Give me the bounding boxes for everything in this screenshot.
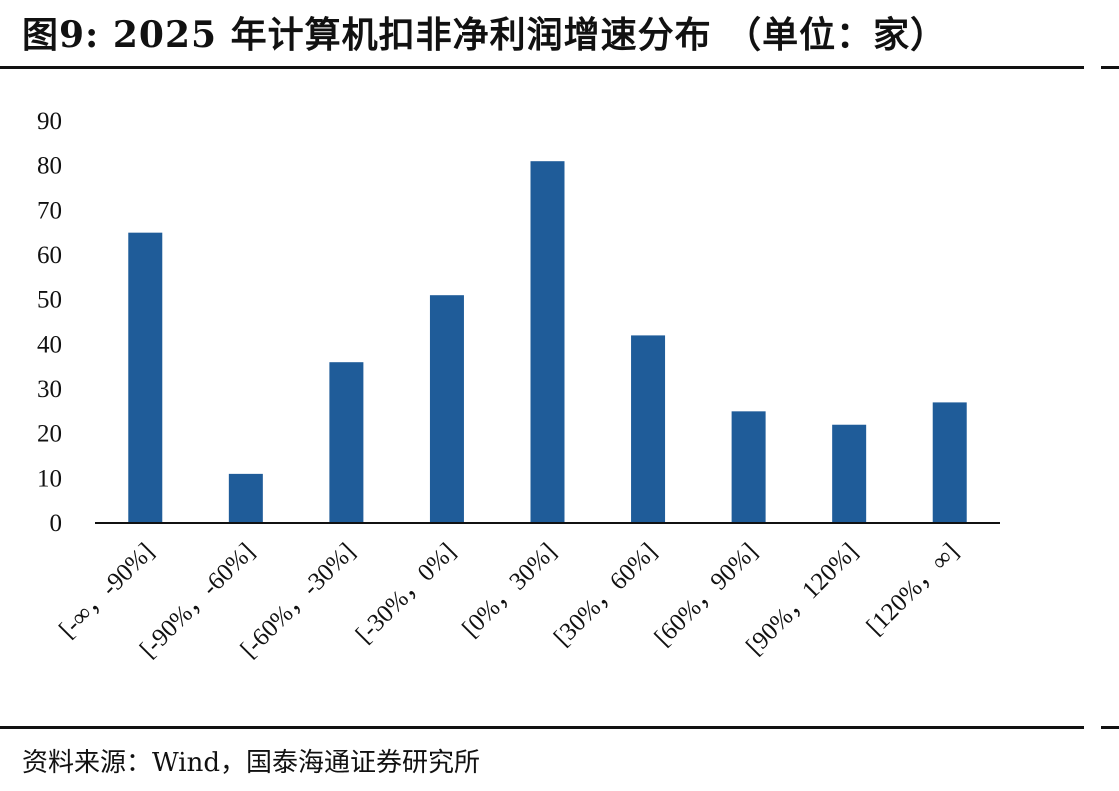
bar [631,335,666,523]
x-tick-label: [-30%，0%] [351,538,461,648]
bars [128,161,967,523]
y-tick-label: 70 [37,197,62,224]
chart-title: 图9: 2025 年计算机扣非净利润增速分布 （单位：家） [22,14,948,56]
x-tick-label: [30%，60%] [549,538,662,651]
y-tick-label: 0 [50,510,63,537]
bottom-rule-tick [1101,726,1119,729]
bar [128,232,163,523]
y-tick-label: 50 [37,287,62,314]
bar [832,424,867,523]
y-tick-label: 30 [37,376,62,403]
bar [429,295,464,523]
bar [530,161,565,523]
y-tick-label: 40 [37,331,62,358]
y-tick-label: 80 [37,153,62,180]
x-tick-label: [120%，∞] [862,538,964,640]
x-axis-labels: [-∞，-90%][-90%，-60%][-60%，-30%][-30%，0%]… [54,538,964,663]
x-tick-label: [60%，90%] [649,538,762,651]
bottom-rule [0,726,1084,729]
y-tick-label: 20 [37,421,62,448]
bar [932,402,967,523]
y-tick-label: 90 [37,108,62,135]
x-tick-label: [0%，30%] [457,538,562,643]
y-tick-label: 60 [37,242,62,269]
top-rule [0,66,1084,69]
y-tick-label: 10 [37,465,62,492]
source-note: 资料来源：Wind，国泰海通证券研究所 [22,748,480,778]
bar [228,473,263,523]
bar [731,411,766,523]
top-rule-tick [1101,66,1119,69]
x-tick-label: [-∞，-90%] [54,538,159,643]
y-axis: 0 10 20 30 40 50 60 70 80 90 [37,108,62,537]
bar [329,362,364,523]
